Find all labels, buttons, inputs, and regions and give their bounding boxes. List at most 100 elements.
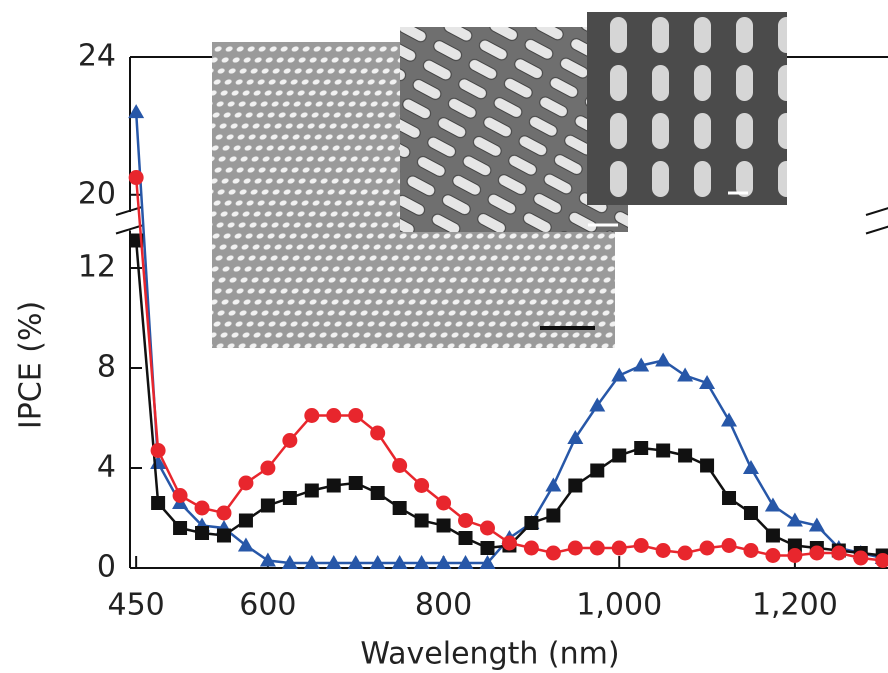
point <box>458 531 473 545</box>
point <box>172 488 188 503</box>
point <box>743 506 758 520</box>
x-tick-label: 450 <box>108 588 165 623</box>
point <box>611 367 628 382</box>
point <box>436 518 451 533</box>
point <box>129 233 144 248</box>
point <box>348 476 363 490</box>
point <box>238 513 253 528</box>
point <box>303 555 320 569</box>
point <box>260 498 275 513</box>
point <box>656 443 671 458</box>
point <box>786 512 803 527</box>
point <box>128 104 145 119</box>
point <box>567 430 584 444</box>
point <box>831 545 847 561</box>
point <box>501 535 517 551</box>
point <box>237 537 254 552</box>
x-tick-label: 800 <box>415 588 472 623</box>
point <box>150 443 166 458</box>
point <box>326 478 341 493</box>
point <box>677 545 693 561</box>
point <box>590 463 605 478</box>
point <box>765 548 781 563</box>
point <box>875 553 888 568</box>
point <box>633 538 649 553</box>
point <box>700 458 715 473</box>
y-tick-label: 24 <box>78 39 116 74</box>
point <box>742 460 759 474</box>
point <box>589 397 606 412</box>
point <box>194 500 210 516</box>
point <box>304 408 320 423</box>
point <box>677 367 694 382</box>
y-tick-label: 20 <box>78 176 116 211</box>
y-tick-label: 12 <box>78 250 116 285</box>
point <box>259 552 276 567</box>
x-axis-label: Wavelength (nm) <box>360 637 619 672</box>
point <box>611 540 627 556</box>
point <box>436 495 452 511</box>
point <box>347 555 364 569</box>
point <box>612 448 627 463</box>
point <box>545 545 561 561</box>
point <box>391 555 408 569</box>
point <box>524 516 539 530</box>
point <box>260 460 276 476</box>
point <box>808 517 825 532</box>
point <box>435 555 452 569</box>
point <box>304 483 319 498</box>
axis-break <box>865 225 888 235</box>
point <box>413 555 430 569</box>
point <box>655 543 671 558</box>
point <box>282 433 298 448</box>
point <box>458 513 474 528</box>
x-tick-label: 600 <box>239 588 296 623</box>
point <box>457 555 474 569</box>
point <box>325 555 342 569</box>
point <box>678 448 693 463</box>
point <box>853 550 869 566</box>
point <box>151 496 166 510</box>
point <box>369 555 386 569</box>
point <box>699 540 715 556</box>
y-tick-label: 4 <box>97 450 116 485</box>
point <box>370 425 386 441</box>
point <box>589 540 605 556</box>
point <box>392 458 408 473</box>
point <box>545 477 562 492</box>
point <box>414 513 429 528</box>
point <box>128 170 144 186</box>
x-tick-label: 1,200 <box>752 588 838 623</box>
plot-area: 0 4 8 12 20 24 450 600 800 1,000 1,200 <box>78 39 888 623</box>
point <box>238 475 254 491</box>
point <box>765 528 780 543</box>
point <box>414 478 430 493</box>
point <box>216 528 231 543</box>
point <box>743 543 759 558</box>
inset-images <box>212 12 787 348</box>
axis-break <box>115 224 143 235</box>
point <box>809 545 825 561</box>
point <box>195 526 210 540</box>
y-tick-label: 0 <box>97 550 116 585</box>
point <box>633 357 650 372</box>
x-tick-label: 1,000 <box>576 588 662 623</box>
point <box>722 491 737 505</box>
point <box>370 486 385 500</box>
point <box>546 508 561 523</box>
point <box>392 501 407 515</box>
point <box>348 408 364 423</box>
point <box>567 540 583 556</box>
axis-break <box>865 207 888 216</box>
point <box>216 505 232 521</box>
point <box>479 520 495 536</box>
point <box>173 521 188 535</box>
point <box>480 541 495 555</box>
y-tick-label: 8 <box>97 350 116 385</box>
point <box>326 408 342 423</box>
point <box>764 497 781 512</box>
point <box>281 555 298 569</box>
point <box>523 540 539 556</box>
